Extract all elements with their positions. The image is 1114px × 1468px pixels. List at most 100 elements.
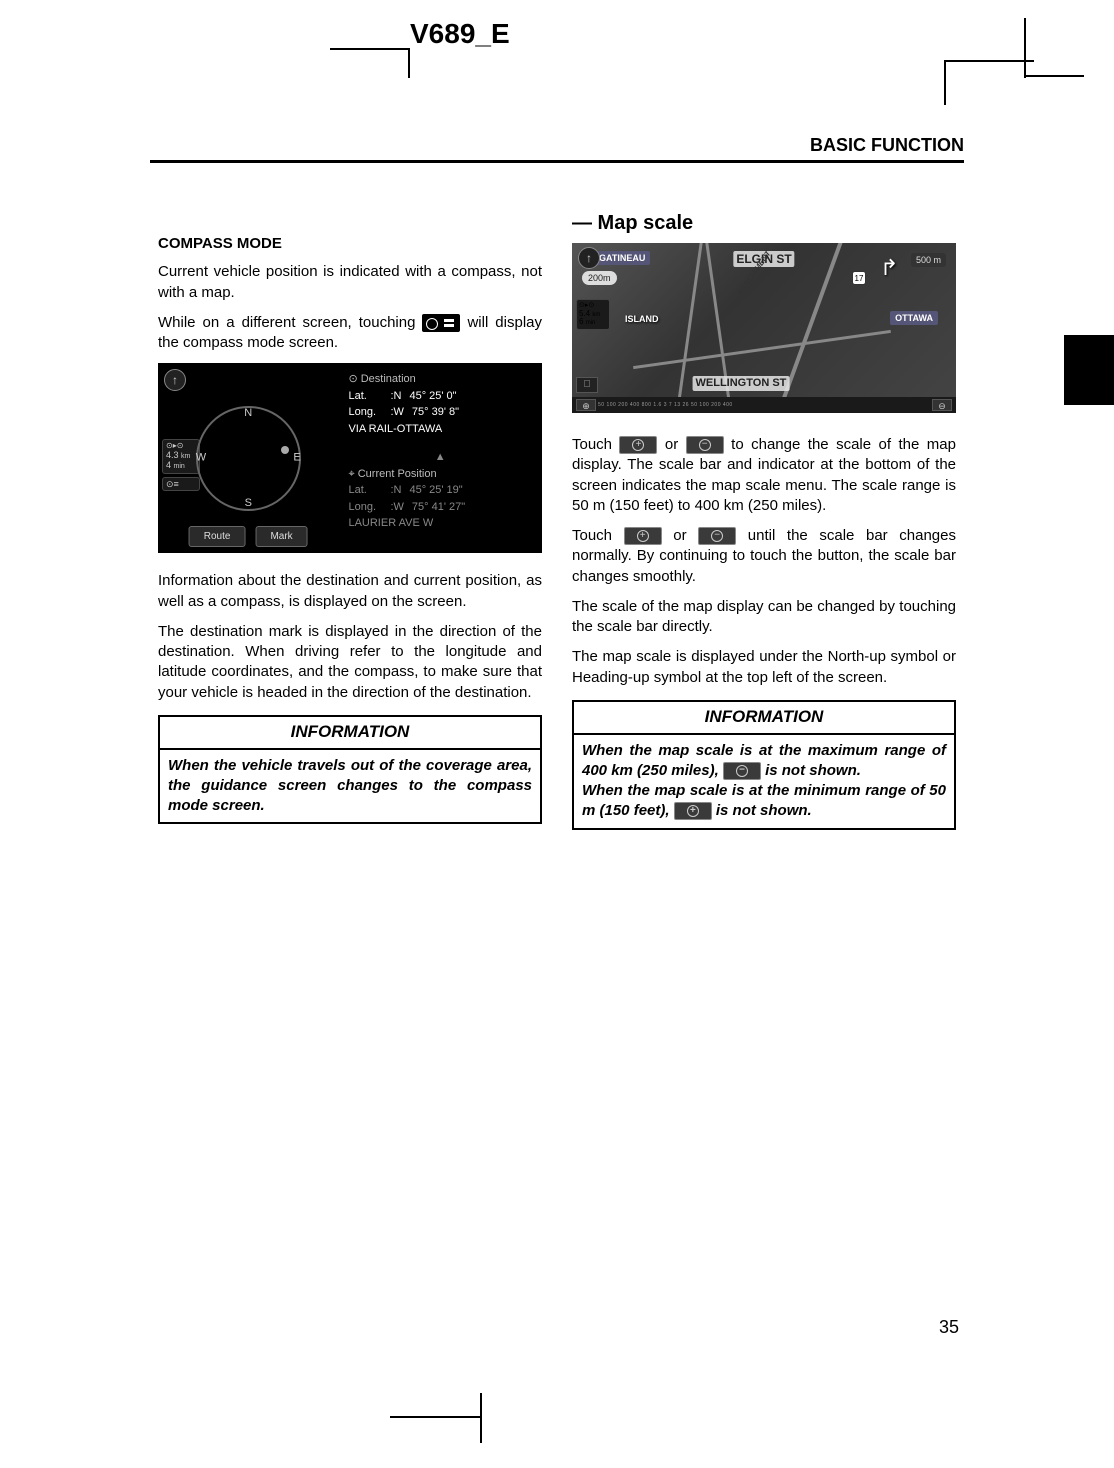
compass-buttons: Route Mark [189,526,308,548]
zoom-in-icon [674,802,712,820]
destination-label: ⊙ Destination [348,371,532,388]
text: Touch [572,527,624,544]
compass-e: E [293,451,300,466]
lat-label: Lat. [348,388,382,405]
para: Touch or to change the scale of the map … [572,435,956,516]
header-rule-v [408,48,410,78]
zoom-in-icon [624,527,662,545]
long-dir: :W [390,404,403,421]
time-val: 4 [166,460,171,470]
destination-group: ⊙ Destination Lat. :N 45° 25' 0" Long. :… [348,371,532,437]
map-scale-heading: — Map scale [572,210,956,237]
compass-mode-icon [422,314,460,332]
para: While on a different screen, touching wi… [158,313,542,354]
zoom-in-icon [619,436,657,454]
para: The scale of the map display can be chan… [572,597,956,638]
route-shield: 17 [852,271,866,285]
para: Current vehicle position is indicated wi… [158,262,542,303]
text: Touch [572,436,619,453]
compass-ring: N S E W [196,406,301,511]
crop-mark [1024,75,1084,77]
distance-widget: ⊙▸⊙ 5.4 km 6 min [576,299,610,330]
zoom-in-button[interactable]: ⊕ [576,399,596,411]
destination-name: VIA RAIL-OTTAWA [348,421,532,438]
para: The destination mark is displayed in the… [158,622,542,703]
crop-mark [944,60,1034,62]
zoom-out-icon [723,762,761,780]
section-header: BASIC FUNCTION [810,135,964,156]
crop-mark [944,60,946,105]
time-unit: min [586,320,596,326]
distance-widget: ⊙▸⊙ 4.3 km 4 min [162,439,200,474]
long-val: 75° 39' 8" [412,404,459,421]
left-column: COMPASS MODE Current vehicle position is… [158,210,542,830]
section-rule [150,160,964,163]
current-label: ⌖ Current Position [348,466,532,483]
route-button[interactable]: Route [189,526,246,548]
map-screen: GATINEAU ELGIN ST PARLIAMENT ISLAND OTTA… [572,243,956,413]
compass-n: N [244,406,252,421]
north-up-icon [164,369,186,391]
right-column: — Map scale GATINEAU ELGIN ST PARLIAMENT… [572,210,956,830]
compass-w: W [196,451,206,466]
map-side-widgets: ⊙▸⊙ 5.4 km 6 min [576,299,610,333]
para: Touch or until the scale bar changes nor… [572,526,956,587]
zoom-out-button[interactable]: ⊖ [932,399,952,411]
info-body: When the map scale is at the maximum ran… [574,735,954,828]
city-label-ottawa: OTTAWA [890,311,938,325]
long-dir: :W [390,499,403,516]
compass-screen: ⊙▸⊙ 4.3 km 4 min ⊙≡ N S E W [158,363,542,553]
lat-dir: :N [390,482,401,499]
content: COMPASS MODE Current vehicle position is… [158,210,956,830]
compass-s: S [245,496,252,511]
map-mode-button[interactable] [576,377,598,393]
current-position-group: ⌖ Current Position Lat. :N 45° 25' 19" L… [348,466,532,532]
para: Information about the destination and cu… [158,571,542,612]
information-box: INFORMATION When the vehicle travels out… [158,715,542,825]
dist-unit: km [181,453,190,460]
north-up-icon [578,247,600,269]
label-island: ISLAND [622,313,662,325]
street-label-wellington: WELLINGTON ST [693,376,790,391]
compass-mode-heading: COMPASS MODE [158,234,542,254]
info-body: When the vehicle travels out of the cove… [160,750,540,823]
text: or [662,527,699,544]
road [633,330,891,369]
text: While on a different screen, touching [158,314,422,331]
text: or [657,436,685,453]
crop-mark [390,1416,482,1418]
long-label: Long. [348,499,382,516]
text: is not shown. [761,762,861,779]
scale-bar: ⊕ 50 100 200 400 800 1.6 3 7 13 26 50 10… [572,397,956,413]
scale-ticks[interactable]: 50 100 200 400 800 1.6 3 7 13 26 50 100 … [598,401,930,409]
time-val: 6 [579,317,583,326]
dist-val: 5.4 [579,309,590,318]
doc-header: V689_E [410,18,510,50]
crop-mark [1024,18,1026,78]
crop-mark [480,1393,482,1443]
scale-indicator-left: 200m [582,271,617,285]
zoom-out-icon [698,527,736,545]
lat-val: 45° 25' 19" [409,482,462,499]
lat-label: Lat. [348,482,382,499]
page-number: 35 [939,1317,959,1338]
info-title: INFORMATION [574,702,954,735]
dist-unit: km [592,312,600,318]
info-title: INFORMATION [160,717,540,750]
turn-arrow-icon [880,253,904,277]
zoom-out-icon [686,436,724,454]
current-name: LAURIER AVE W [348,515,532,532]
city-label-gatineau: GATINEAU [594,251,650,265]
side-widgets: ⊙▸⊙ 4.3 km 4 min ⊙≡ [162,439,200,494]
dist-val: 4.3 [166,450,179,460]
thumb-tab [1064,335,1114,405]
compass-dial-area: ⊙▸⊙ 4.3 km 4 min ⊙≡ N S E W [158,363,338,553]
text: is not shown. [712,802,812,819]
compass-mode-widget: ⊙≡ [162,477,200,491]
lat-dir: :N [390,388,401,405]
mark-button[interactable]: Mark [255,526,307,548]
compass-info-area: ⊙ Destination Lat. :N 45° 25' 0" Long. :… [338,363,542,553]
header-rule [330,48,410,50]
scale-indicator-right: 500 m [911,253,946,267]
information-box: INFORMATION When the map scale is at the… [572,700,956,830]
